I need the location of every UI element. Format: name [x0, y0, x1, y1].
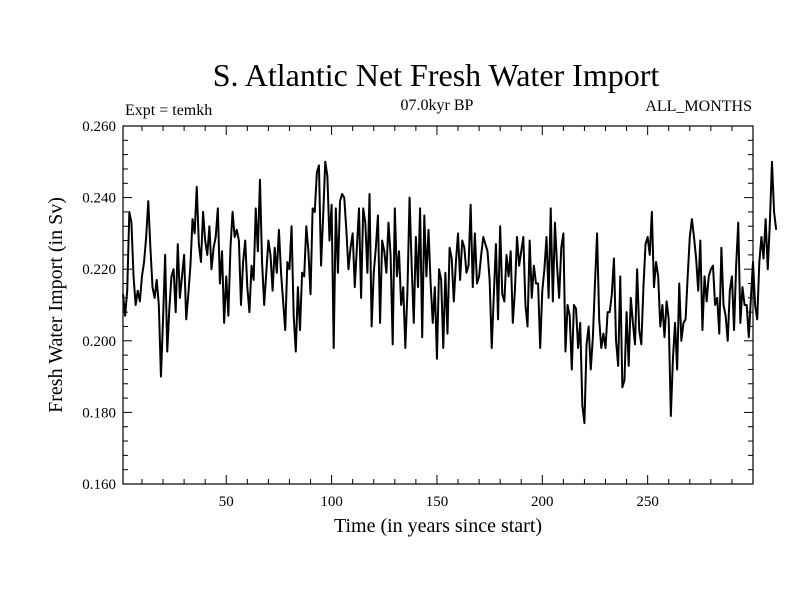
x-tick-label: 250	[636, 494, 659, 510]
series-line-fresh_water_import	[122, 160, 778, 425]
months-label: ALL_MONTHS	[645, 98, 752, 115]
chart-title: S. Atlantic Net Fresh Water Import	[213, 57, 660, 93]
y-tick-label: 0.160	[82, 477, 116, 493]
y-tick-label: 0.260	[82, 119, 116, 135]
x-tick-label: 150	[426, 494, 449, 510]
plot-area	[122, 160, 778, 425]
x-tick-label: 50	[219, 494, 234, 510]
y-tick-label: 0.240	[82, 191, 116, 207]
axes: 0.160 0.180 0.200 0.220 0.240 0.260 50 100 150 20…	[82, 119, 754, 510]
x-axis-label: Time (in years since start)	[334, 515, 542, 537]
period-label: 07.0kyr BP	[401, 97, 474, 114]
y-tick-label: 0.220	[82, 262, 116, 278]
y-axis-label: Fresh Water Import (in Sv)	[45, 197, 67, 413]
x-tick-label: 100	[320, 494, 343, 510]
experiment-label: Expt = temkh	[125, 102, 212, 119]
y-tick-label: 0.180	[82, 405, 116, 421]
y-tick-label: 0.200	[82, 334, 116, 350]
x-tick-label: 200	[531, 494, 554, 510]
plot-frame	[122, 125, 754, 485]
